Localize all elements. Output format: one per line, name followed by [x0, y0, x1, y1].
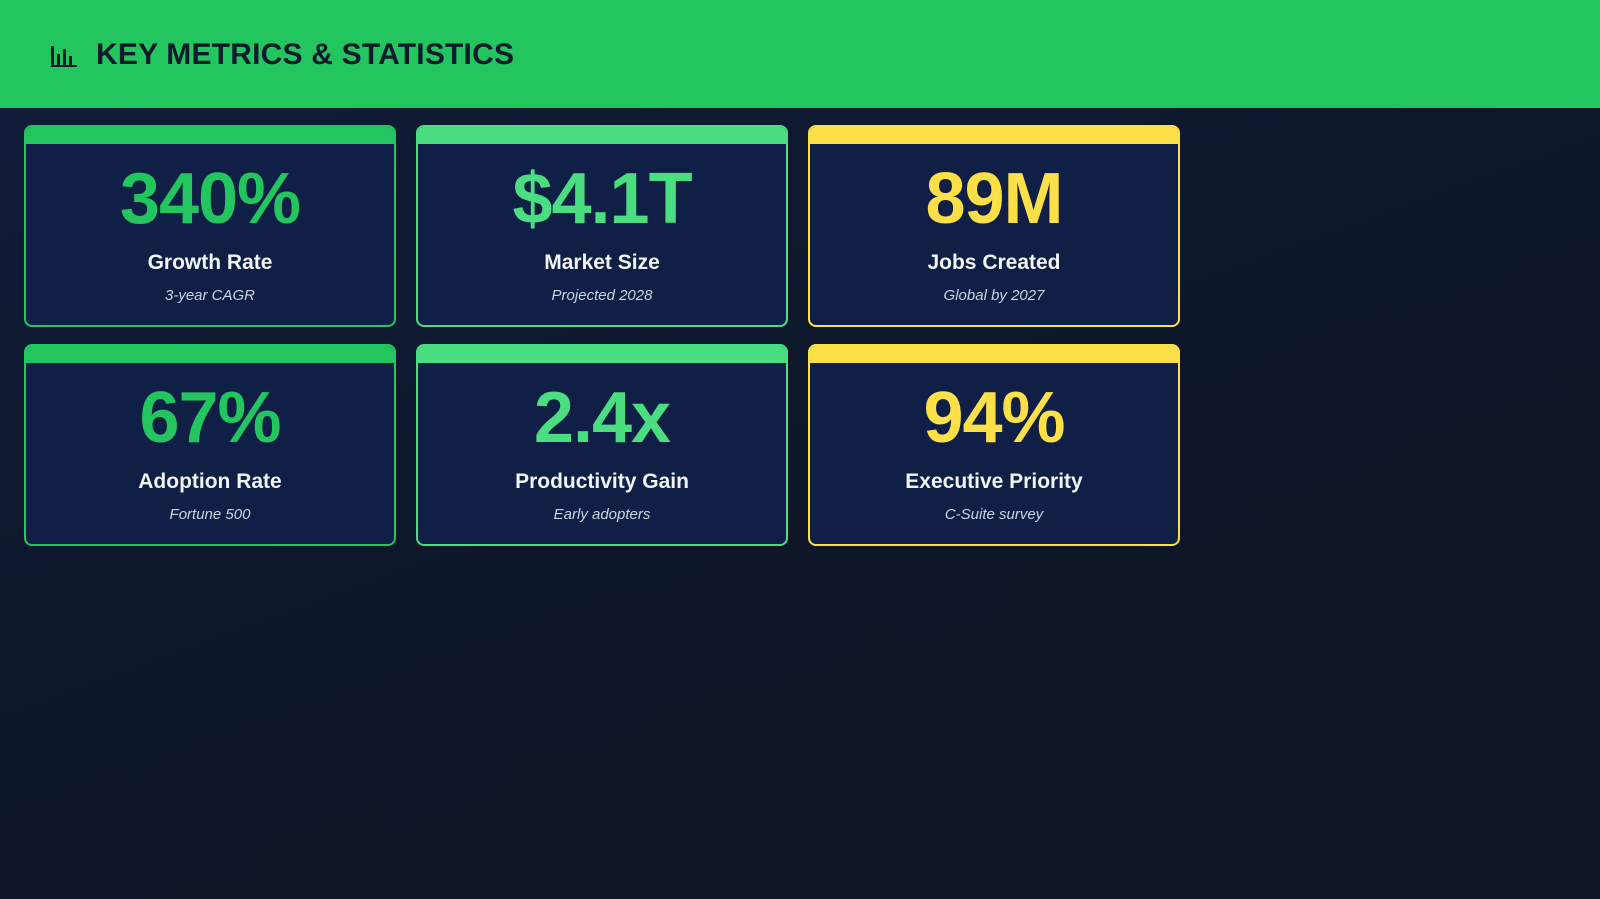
- metric-value: $4.1T: [512, 159, 692, 239]
- metric-note: Global by 2027: [943, 287, 1045, 304]
- metric-value: 89M: [925, 159, 1063, 239]
- metric-note: Projected 2028: [551, 287, 653, 304]
- header: KEY METRICS & STATISTICS: [0, 0, 1600, 108]
- metric-card: 67% Adoption Rate Fortune 500: [24, 344, 396, 546]
- metric-value: 2.4x: [533, 378, 671, 458]
- metric-value: 94%: [923, 378, 1065, 458]
- metric-note: 3-year CAGR: [164, 287, 256, 304]
- chart-icon: [51, 46, 77, 67]
- metric-card: 89M Jobs Created Global by 2027: [808, 125, 1180, 327]
- metric-label: Jobs Created: [927, 251, 1061, 274]
- metrics-grid: 340% Growth Rate 3-year CAGR $4.1T Market Si…: [24, 125, 1184, 546]
- metric-card: $4.1T Market Size Projected 2028: [416, 125, 788, 327]
- metric-label: Productivity Gain: [515, 470, 689, 493]
- metric-card: 94% Executive Priority C-Suite survey: [808, 344, 1180, 546]
- metric-card: 340% Growth Rate 3-year CAGR: [24, 125, 396, 327]
- page-title: KEY METRICS & STATISTICS: [96, 38, 515, 71]
- metric-card: 2.4x Productivity Gain Early adopters: [416, 344, 788, 546]
- metric-note: Early adopters: [553, 506, 651, 523]
- metric-label: Adoption Rate: [138, 470, 282, 493]
- metric-note: C-Suite survey: [944, 506, 1044, 523]
- metric-value: 67%: [139, 378, 281, 458]
- metric-label: Market Size: [544, 251, 660, 274]
- metric-label: Executive Priority: [905, 470, 1083, 493]
- metric-note: Fortune 500: [169, 506, 251, 523]
- metric-label: Growth Rate: [147, 251, 273, 274]
- metric-value: 340%: [119, 159, 301, 239]
